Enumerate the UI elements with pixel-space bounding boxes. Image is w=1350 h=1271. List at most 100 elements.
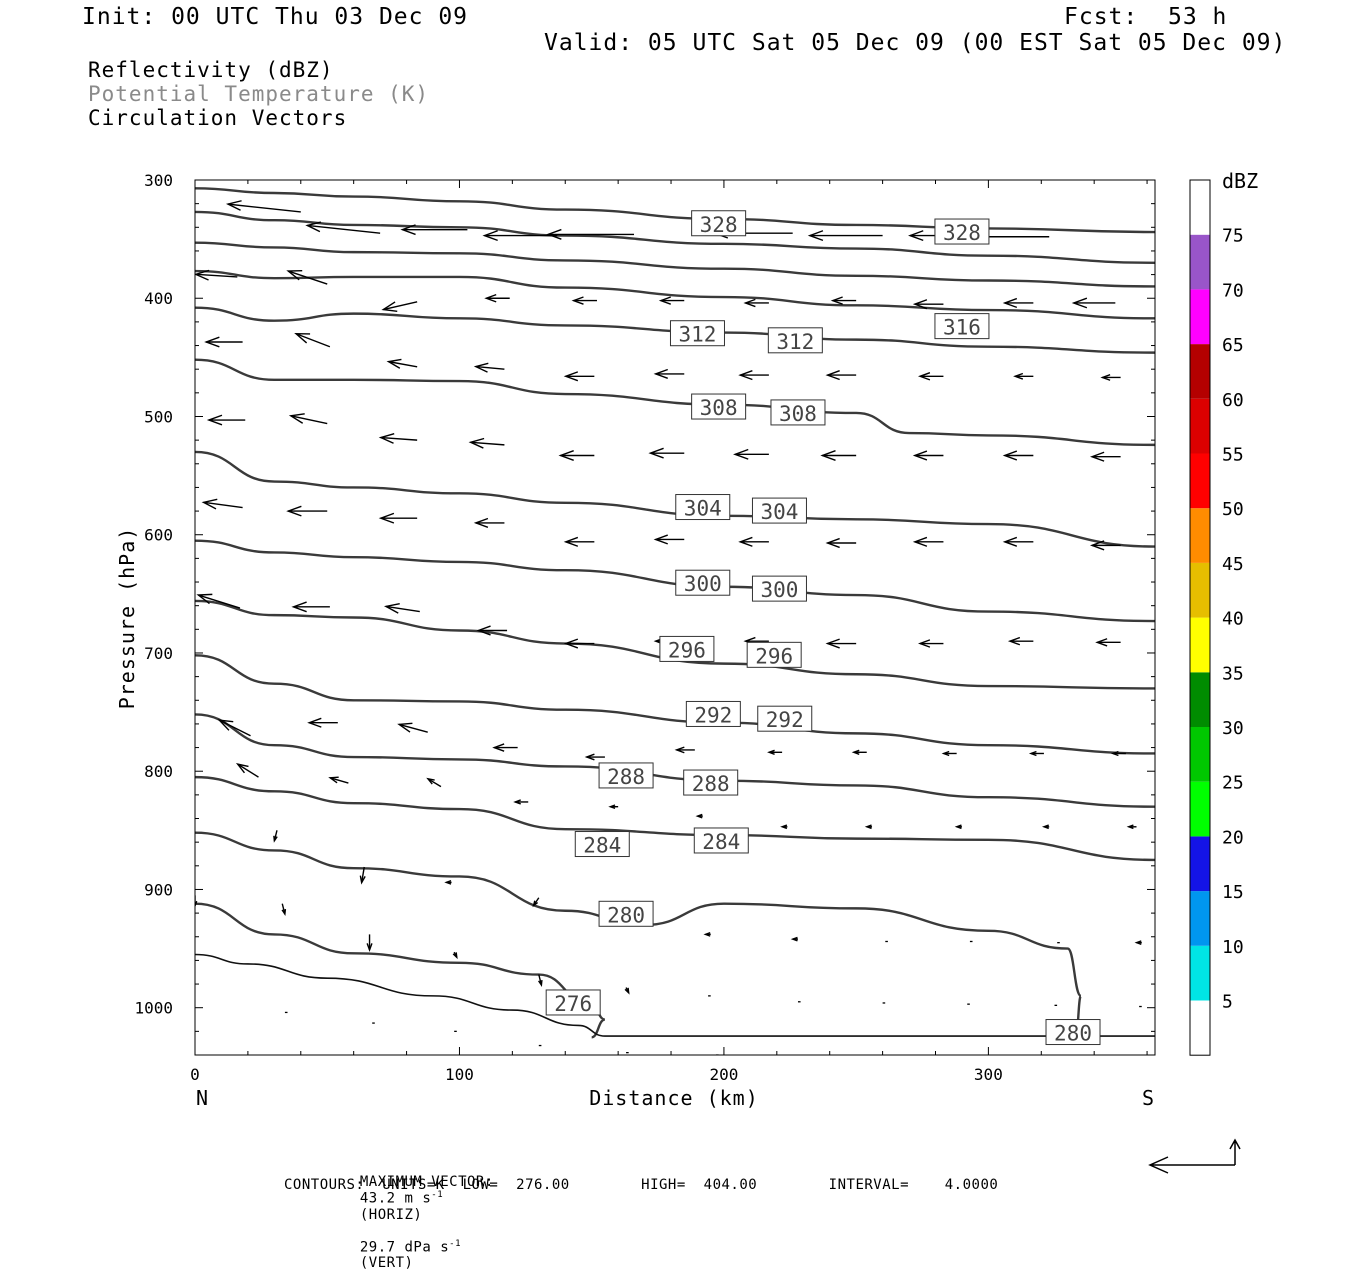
colorbar-segment [1190, 672, 1210, 727]
circulation-vector [851, 749, 867, 755]
svg-text:288: 288 [692, 772, 730, 796]
svg-text:308: 308 [779, 402, 817, 426]
circulation-vector [738, 370, 769, 381]
contour-label: 312 [669, 320, 725, 347]
x-tick-label: 200 [709, 1065, 738, 1084]
circulation-vector [695, 813, 703, 819]
colorbar-label: 30 [1222, 718, 1244, 739]
svg-text:288: 288 [607, 765, 645, 789]
contour-label: 296 [659, 635, 715, 662]
circulation-vector [109, 213, 195, 223]
colorbar-segment [1190, 289, 1210, 345]
contour-label: 316 [934, 313, 990, 340]
colorbar-label: 35 [1222, 663, 1244, 684]
svg-text:308: 308 [700, 396, 738, 420]
circulation-vector [538, 974, 543, 987]
circulation-vector [584, 753, 605, 761]
svg-text:312: 312 [776, 330, 814, 354]
circulation-vector [1007, 636, 1034, 646]
contour-line [195, 654, 1155, 755]
contour-label: 284 [574, 831, 630, 858]
circulation-vector [482, 230, 558, 242]
circulation-vector [397, 722, 428, 733]
svg-text:304: 304 [760, 500, 798, 524]
x-axis: 0 100 200 300 [190, 180, 1148, 1084]
svg-text:276: 276 [554, 992, 592, 1016]
colorbar-label: 50 [1222, 499, 1244, 520]
svg-text:292: 292 [694, 703, 732, 727]
colorbar-label: 10 [1222, 937, 1244, 958]
y-tick-label: 700 [144, 644, 173, 663]
contour-label: 288 [683, 769, 739, 796]
colorbar-segment [1190, 891, 1210, 946]
circulation-vector [1100, 374, 1121, 381]
circulation-vector [658, 296, 685, 305]
x-end-label-s: S [1142, 1086, 1154, 1110]
colorbar-segment [1190, 617, 1210, 673]
forecast-hour: 53 h [1168, 4, 1228, 30]
contour-label: 280 [1045, 1019, 1101, 1046]
max-vector-horiz-exponent: -1 [431, 1190, 444, 1200]
circulation-vector [558, 450, 595, 461]
circulation-vector [1002, 450, 1034, 461]
colorbar-frame [1189, 179, 1211, 1056]
circulation-vector [941, 750, 957, 757]
contour-line [195, 539, 1155, 623]
colorbar-label: 15 [1222, 882, 1244, 903]
max-vector-label: MAXIMUM VECTOR: [359, 1174, 494, 1190]
circulation-vector [291, 601, 330, 613]
svg-text:300: 300 [684, 572, 722, 596]
contour-line [195, 713, 1155, 808]
circulation-vector [912, 536, 944, 547]
svg-text:328: 328 [943, 221, 981, 245]
circulation-vector [767, 749, 783, 755]
contour-label: 284 [693, 827, 749, 854]
legend-reflectivity: Reflectivity (dBZ) [88, 58, 334, 82]
circulation-vector [444, 879, 452, 885]
y-tick-label: 800 [144, 762, 173, 781]
circulation-vector [571, 296, 597, 305]
svg-text:280: 280 [607, 903, 645, 927]
circulation-vector [468, 437, 505, 449]
colorbar-label: 40 [1222, 609, 1244, 630]
contour-label: 296 [746, 641, 802, 668]
circulation-vector [1041, 824, 1050, 830]
circulation-vector [608, 804, 619, 810]
circulation-vector [912, 450, 944, 461]
plot-frame [194, 179, 1156, 1056]
circulation-vector [305, 221, 381, 234]
contour-label: 304 [751, 497, 807, 524]
contour-line [195, 210, 1155, 264]
circulation-vector [1002, 297, 1034, 309]
circulation-vector [546, 228, 635, 240]
svg-text:292: 292 [766, 708, 804, 732]
circulation-vectors [109, 200, 1142, 1055]
max-vector-horiz-tag: (HORIZ) [359, 1206, 423, 1223]
circulation-vector [1013, 372, 1034, 380]
colorbar-segment [1190, 945, 1210, 1001]
circulation-vector [206, 414, 246, 426]
circulation-vector [563, 371, 595, 382]
contour-label: 300 [751, 575, 807, 602]
contour-line [195, 902, 606, 1039]
circulation-vector [653, 368, 685, 379]
circulation-vector [703, 932, 711, 937]
contour-label: 292 [757, 705, 813, 732]
colorbar-label: 65 [1222, 335, 1244, 356]
circulation-vector [917, 639, 944, 648]
circulation-vector [825, 370, 857, 381]
contour-label: 292 [685, 700, 741, 727]
circulation-vector [830, 296, 857, 305]
circulation-vector [204, 336, 243, 348]
colorbar-segment [1190, 781, 1210, 837]
colorbar-label: 20 [1222, 827, 1244, 848]
contour-label: 328 [691, 210, 747, 237]
theta-contours [195, 187, 1155, 1039]
contour-label: 280 [598, 900, 654, 927]
circulation-vector [917, 372, 944, 381]
circulation-vector [473, 517, 505, 528]
circulation-vector [1089, 451, 1121, 462]
circulation-vector [674, 746, 695, 754]
svg-text:312: 312 [679, 323, 717, 347]
